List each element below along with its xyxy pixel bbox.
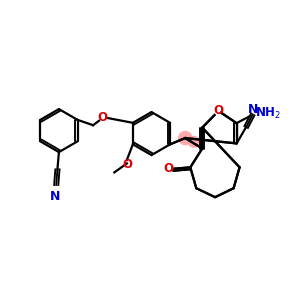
Circle shape (188, 136, 199, 147)
Text: O: O (163, 162, 173, 175)
Text: O: O (122, 158, 132, 171)
Text: N: N (50, 190, 60, 203)
Text: O: O (213, 104, 223, 117)
Text: NH$_2$: NH$_2$ (255, 106, 281, 121)
Circle shape (179, 131, 192, 145)
Text: N: N (248, 103, 259, 116)
Text: O: O (98, 111, 108, 124)
